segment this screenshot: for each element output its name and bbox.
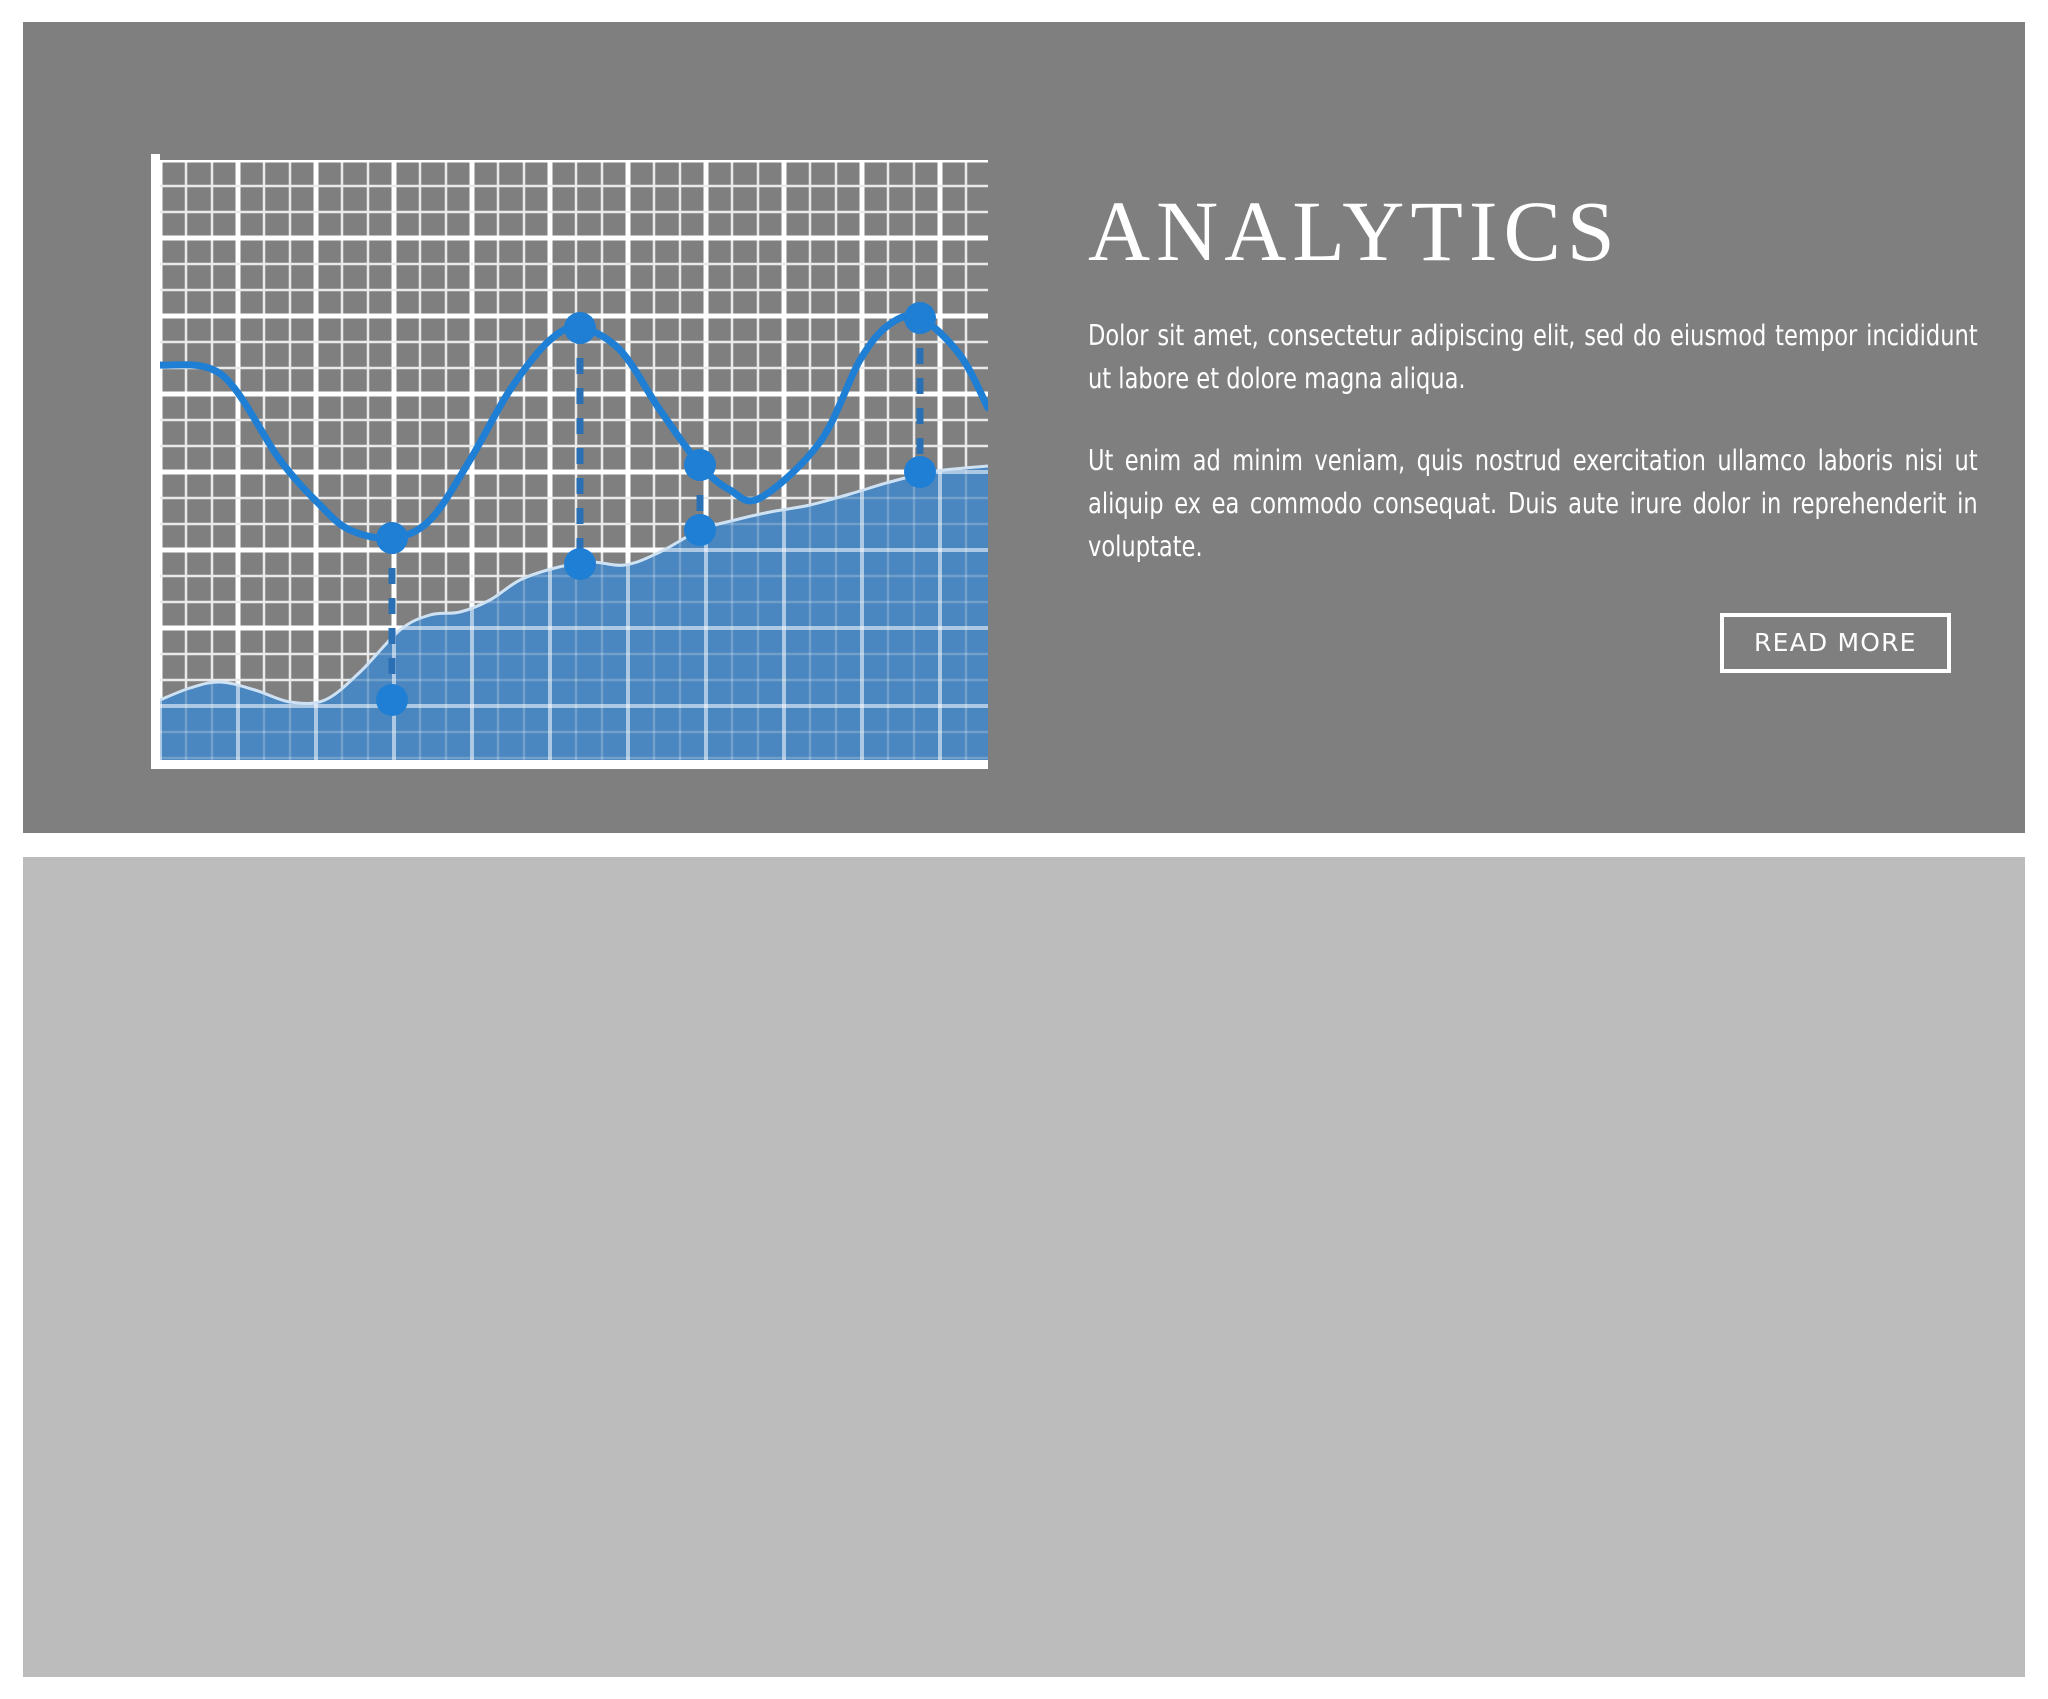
analytics-chart-svg [160, 160, 988, 760]
analytics-content: ANALYTICS Dolor sit amet, consectetur ad… [1088, 188, 1978, 569]
panel-analytics: ANALYTICS Dolor sit amet, consectetur ad… [23, 22, 2025, 833]
analytics-read-more-button[interactable]: READ MORE [1720, 613, 1951, 673]
marker-2-top[interactable] [564, 312, 596, 344]
marker-1-bottom[interactable] [376, 684, 408, 716]
marker-3-bottom[interactable] [684, 514, 716, 546]
analytics-paragraph-2: Ut enim ad minim veniam, quis nostrud ex… [1088, 443, 1978, 564]
analytics-trend-line [160, 312, 988, 542]
panel-statistics: STATISTICS Dolor sit amet, consectetur a… [23, 857, 2025, 1677]
marker-3-top[interactable] [684, 449, 716, 481]
marker-4-bottom[interactable] [904, 456, 936, 488]
marker-1-top[interactable] [376, 522, 408, 554]
analytics-heading: ANALYTICS [1088, 183, 1621, 279]
analytics-read-more-wrap: READ MORE [1720, 613, 1951, 673]
marker-4-top[interactable] [904, 302, 936, 334]
analytics-chart [151, 154, 988, 769]
analytics-y-axis [151, 154, 160, 760]
marker-2-bottom[interactable] [564, 548, 596, 580]
analytics-markers [376, 302, 936, 716]
analytics-x-axis [151, 760, 988, 769]
analytics-paragraph-1: Dolor sit amet, consectetur adipiscing e… [1088, 319, 1978, 396]
